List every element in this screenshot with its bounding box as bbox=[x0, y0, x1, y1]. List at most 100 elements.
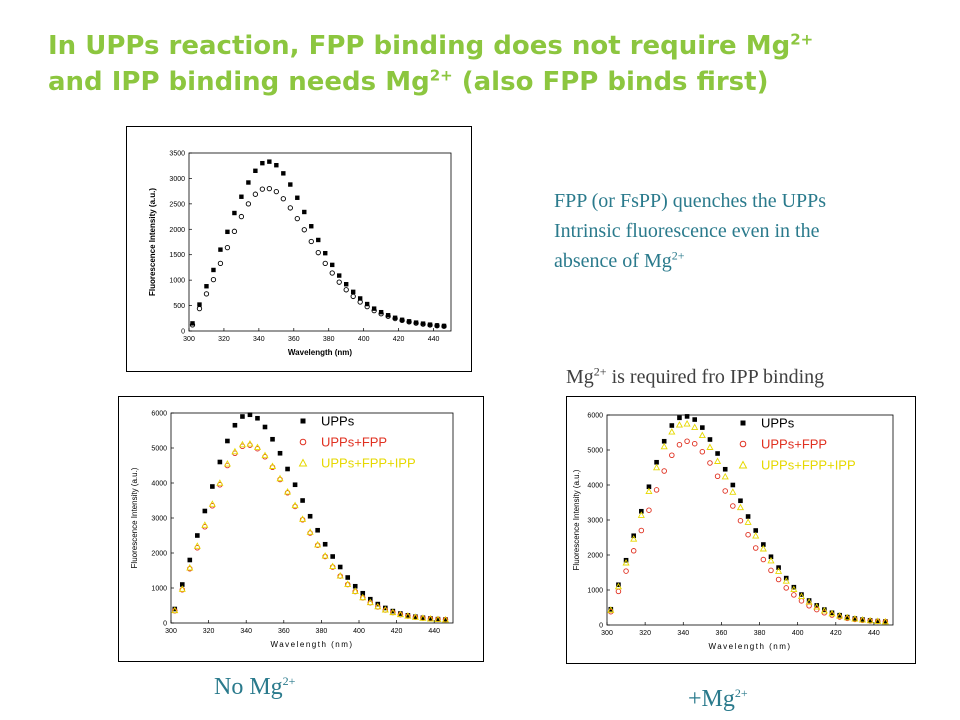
data-point-circle bbox=[623, 568, 629, 574]
x-tick-label: 320 bbox=[639, 630, 651, 637]
data-point-circle bbox=[371, 308, 377, 314]
y-tick-label: 2000 bbox=[169, 227, 185, 234]
data-point-triangle bbox=[171, 606, 179, 614]
x-tick-label: 300 bbox=[165, 628, 177, 635]
data-point-triangle bbox=[653, 463, 661, 471]
data-point-triangle bbox=[351, 587, 359, 594]
data-point-circle bbox=[280, 196, 286, 202]
x-axis-label: Wavelength (nm) bbox=[288, 348, 352, 357]
data-point-triangle bbox=[828, 609, 836, 617]
y-tick-label: 3000 bbox=[151, 516, 167, 523]
data-point-square bbox=[867, 618, 873, 623]
y-tick-label: 2000 bbox=[151, 551, 167, 558]
data-point-circle bbox=[343, 287, 349, 293]
data-point-circle bbox=[691, 440, 698, 447]
data-point-triangle bbox=[851, 615, 859, 622]
data-point-circle bbox=[224, 244, 231, 251]
data-point-square bbox=[309, 224, 314, 229]
data-point-square bbox=[707, 437, 713, 442]
data-point-circle bbox=[399, 317, 405, 323]
data-point-circle bbox=[238, 213, 245, 220]
data-point-triangle bbox=[782, 577, 790, 584]
data-point-square bbox=[441, 323, 447, 329]
data-point-circle bbox=[783, 585, 789, 591]
chart-top: 300 320 340 360 380 400 420 440 0 500 1000 1500 2000… bbox=[148, 151, 452, 357]
data-point-circle bbox=[768, 567, 774, 574]
data-point-square bbox=[654, 459, 659, 465]
chart-plus-mg: 300 320 340 360 380 400 420 440 0 1000 2000 3000 400… bbox=[572, 413, 894, 651]
y-tick-label: 3000 bbox=[169, 176, 185, 183]
legend-label: UPPs+FPP bbox=[321, 435, 387, 450]
data-point-square bbox=[399, 317, 405, 323]
data-point-triangle bbox=[314, 540, 322, 548]
data-point-triangle bbox=[660, 442, 668, 450]
y-tick-label: 3000 bbox=[587, 518, 603, 525]
data-point-square bbox=[730, 482, 736, 488]
data-point-square bbox=[413, 614, 418, 619]
data-point-circle bbox=[676, 442, 683, 448]
data-point-triangle bbox=[668, 428, 676, 435]
data-point-circle bbox=[217, 260, 224, 267]
data-point-square bbox=[413, 320, 419, 325]
data-point-square bbox=[806, 598, 812, 603]
data-point-square bbox=[427, 322, 433, 327]
data-point-circle bbox=[615, 588, 622, 595]
data-point-square bbox=[692, 417, 698, 422]
data-point-triangle bbox=[441, 615, 450, 623]
y-tick-label: 2000 bbox=[587, 553, 603, 560]
data-point-circle bbox=[420, 321, 426, 327]
title-line-2: and IPP binding needs Mg2+ (also FPP bin… bbox=[48, 66, 769, 97]
data-point-triangle bbox=[329, 562, 337, 570]
x-tick-label: 300 bbox=[183, 336, 195, 343]
data-point-square bbox=[852, 616, 858, 621]
data-point-square bbox=[330, 262, 335, 268]
data-point-square bbox=[322, 541, 328, 547]
data-point-square bbox=[190, 321, 195, 326]
data-point-triangle bbox=[396, 610, 404, 618]
legend-label: UPPs+FPP+IPP bbox=[321, 456, 416, 471]
data-point-triangle bbox=[366, 598, 374, 606]
data-point-triangle bbox=[744, 518, 752, 525]
data-point-circle bbox=[434, 323, 440, 329]
data-point-circle bbox=[231, 228, 238, 234]
data-point-circle bbox=[760, 556, 767, 563]
data-point-circle bbox=[707, 460, 713, 466]
data-point-triangle bbox=[344, 580, 352, 587]
legend-label: UPPs+FPP bbox=[761, 437, 827, 452]
x-tick-label: 440 bbox=[428, 336, 440, 343]
data-point-triangle bbox=[836, 611, 844, 619]
data-point-circle bbox=[798, 598, 805, 604]
data-point-square bbox=[330, 554, 335, 559]
x-axis-label: Wavelength (nm) bbox=[270, 640, 353, 649]
data-point-triangle bbox=[193, 542, 201, 549]
data-point-triangle bbox=[261, 451, 269, 459]
data-point-triangle bbox=[223, 460, 231, 467]
x-tick-label: 340 bbox=[677, 630, 689, 637]
chart-no-mg: 300 320 340 360 380 400 420 440 0 1000 2000 3000 400… bbox=[130, 411, 454, 649]
x-tick-label: 320 bbox=[218, 336, 230, 343]
data-point-triangle bbox=[268, 462, 277, 469]
data-point-circle bbox=[252, 191, 259, 197]
data-point-triangle bbox=[805, 598, 813, 605]
data-point-circle bbox=[791, 592, 797, 598]
data-point-triangle bbox=[336, 572, 344, 579]
title-sup-2: 2+ bbox=[429, 66, 453, 85]
x-tick-label: 400 bbox=[358, 336, 370, 343]
data-point-square bbox=[172, 606, 178, 612]
chart-panel-plus-mg: 300 320 340 360 380 400 420 440 0 1000 2000 3000 400… bbox=[566, 396, 916, 664]
data-point-square bbox=[844, 614, 850, 620]
legend-marker bbox=[739, 440, 747, 448]
x-tick-label: 420 bbox=[393, 336, 405, 343]
data-point-square bbox=[661, 438, 667, 444]
data-point-square bbox=[390, 608, 396, 614]
legend-label: UPPs bbox=[321, 414, 355, 429]
data-point-circle bbox=[730, 503, 736, 509]
data-point-triangle bbox=[178, 585, 186, 592]
x-tick-label: 340 bbox=[253, 336, 265, 343]
data-point-triangle bbox=[321, 552, 329, 559]
data-point-triangle bbox=[637, 511, 645, 518]
y-tick-label: 1500 bbox=[169, 252, 185, 259]
data-point-square bbox=[316, 237, 321, 243]
title-sup-1: 2+ bbox=[790, 30, 814, 49]
data-point-triangle bbox=[231, 447, 239, 455]
